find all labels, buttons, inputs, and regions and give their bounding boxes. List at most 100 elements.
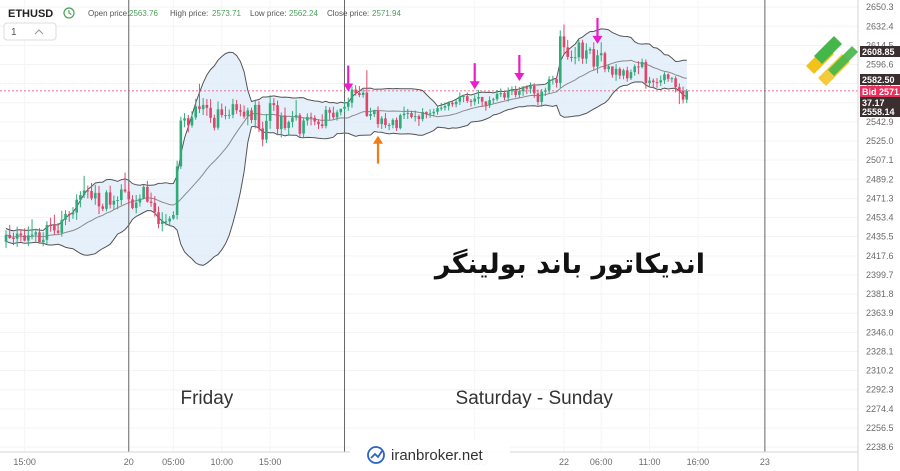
candle xyxy=(570,50,573,62)
candle xyxy=(406,108,410,120)
candle-body xyxy=(469,100,473,102)
price-tag: Bid 2571.94 xyxy=(860,86,900,97)
candle-body xyxy=(123,189,127,192)
candle-body xyxy=(651,80,655,83)
candle xyxy=(432,108,436,117)
candle-body xyxy=(116,200,119,202)
candle-body xyxy=(261,128,264,140)
candle-body xyxy=(562,36,566,48)
candle-body xyxy=(525,87,529,89)
candle-body xyxy=(146,186,149,202)
candle xyxy=(101,203,105,212)
candle-body xyxy=(8,234,12,238)
chevron-up-icon[interactable] xyxy=(34,29,44,35)
candle-body xyxy=(585,50,588,59)
candle-body xyxy=(532,86,536,94)
candle-body xyxy=(38,232,41,243)
price-tick-label: 2238.6 xyxy=(866,442,894,452)
price-tick-label: 2328.1 xyxy=(866,346,894,356)
candle xyxy=(172,211,175,220)
session-label: Friday xyxy=(180,388,233,409)
symbol-label[interactable]: ETHUSD xyxy=(8,8,53,20)
candle xyxy=(663,72,666,84)
candle-body xyxy=(406,113,410,115)
candle-body xyxy=(376,110,380,125)
candle xyxy=(298,113,302,137)
candle xyxy=(551,75,555,85)
candle xyxy=(105,190,108,212)
candle-body xyxy=(492,99,495,101)
candle xyxy=(428,109,432,118)
price-tick-label: 2614.5 xyxy=(866,40,894,50)
candle-body xyxy=(272,103,276,106)
candle-body xyxy=(41,239,45,243)
candle xyxy=(562,24,566,56)
candle-body xyxy=(328,109,331,113)
candle-body xyxy=(555,79,558,83)
candle-body xyxy=(462,96,465,98)
price-tick-label: 2542.9 xyxy=(866,117,894,127)
session-label: Saturday - Sunday xyxy=(456,388,614,409)
candle xyxy=(361,89,365,98)
price-tick-label: 2453.4 xyxy=(866,213,894,223)
candle xyxy=(56,222,60,235)
candle-body xyxy=(283,115,287,129)
candle xyxy=(53,214,56,236)
candle-body xyxy=(198,106,201,110)
candle xyxy=(410,110,413,119)
time-tick-label: 11:00 xyxy=(639,457,661,467)
price-tag-bg xyxy=(860,46,900,57)
candle-body xyxy=(190,117,194,126)
time-tick-label: 06:00 xyxy=(590,457,613,467)
candle-body xyxy=(30,234,34,236)
price-tick-label: 2596.6 xyxy=(866,60,894,70)
price-tick-label: 2346.0 xyxy=(866,327,894,337)
candle-body xyxy=(201,104,205,110)
candle xyxy=(246,107,250,126)
candle xyxy=(402,106,406,120)
price-tick-label: 2525.0 xyxy=(866,136,894,146)
candle-body xyxy=(521,87,525,92)
time-axis-ticks[interactable]: 15:002005:0010:0015:0000:002206:0011:001… xyxy=(13,457,770,467)
candle-body xyxy=(224,115,227,117)
candle-body xyxy=(134,202,138,209)
candle xyxy=(577,40,581,62)
candle-body xyxy=(387,125,391,127)
chart-header: ETHUSD Open price: 2563.76 High price: 2… xyxy=(3,7,401,41)
price-tick-label: 2489.2 xyxy=(866,174,894,184)
candle-body xyxy=(618,68,622,76)
candle xyxy=(49,217,52,232)
candle xyxy=(276,100,279,136)
candle-body xyxy=(421,111,424,120)
candle-body xyxy=(432,111,436,114)
candle xyxy=(462,94,465,103)
clock-icon[interactable] xyxy=(63,7,75,19)
arrow-down-icon xyxy=(469,63,480,90)
candle-body xyxy=(213,117,216,128)
candle-body xyxy=(313,117,317,122)
candle xyxy=(518,86,521,99)
candle-body xyxy=(276,105,279,129)
candle-body xyxy=(484,101,488,106)
candle-body xyxy=(570,56,573,58)
candle-body xyxy=(428,113,432,115)
candle-body xyxy=(82,190,86,196)
candle-body xyxy=(250,110,253,120)
time-tick-label: 10:00 xyxy=(210,457,233,467)
candle-body xyxy=(372,110,376,115)
timeframe-control[interactable]: 1 xyxy=(3,22,57,41)
candle xyxy=(4,230,8,248)
candle-body xyxy=(12,237,15,239)
candle-body xyxy=(573,57,577,59)
price-tag-bg xyxy=(860,86,900,97)
candle-body xyxy=(194,106,198,118)
candle xyxy=(510,86,514,95)
candle xyxy=(558,30,562,89)
candle xyxy=(436,106,439,115)
candle-body xyxy=(436,108,439,112)
candle-body xyxy=(350,89,354,103)
open-price-label: Open price: xyxy=(88,9,129,18)
candle-body xyxy=(34,232,38,235)
candle-body xyxy=(339,108,343,113)
